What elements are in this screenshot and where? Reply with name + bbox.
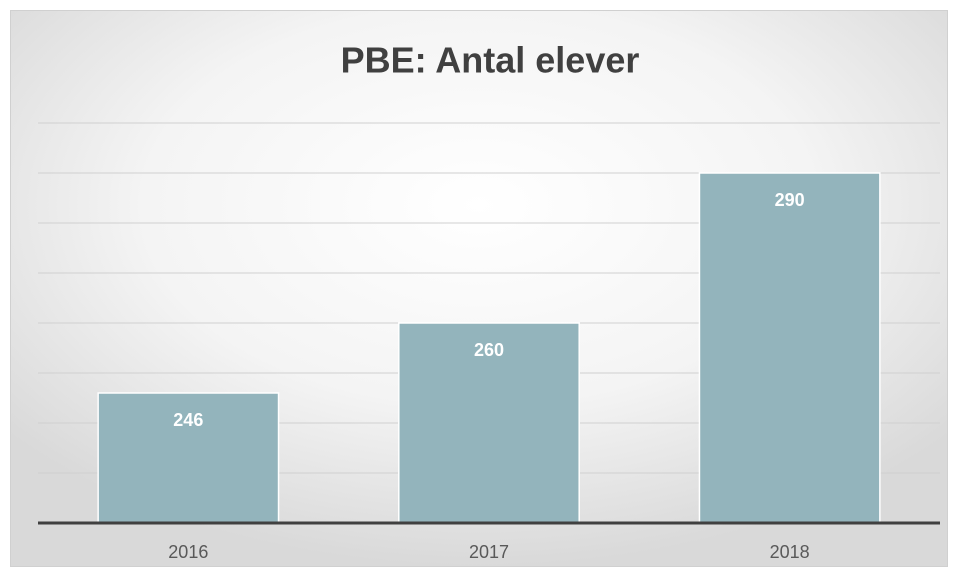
x-tick-label: 2017 [469, 542, 509, 562]
data-label: 260 [474, 340, 504, 360]
data-label: 246 [173, 410, 203, 430]
x-tick-label: 2016 [168, 542, 208, 562]
bar [398, 322, 580, 524]
bar [97, 392, 280, 524]
x-tick-label: 2018 [770, 542, 810, 562]
bar [698, 172, 881, 524]
chart-title: PBE: Antal elever [341, 40, 640, 81]
data-label: 290 [775, 190, 805, 210]
